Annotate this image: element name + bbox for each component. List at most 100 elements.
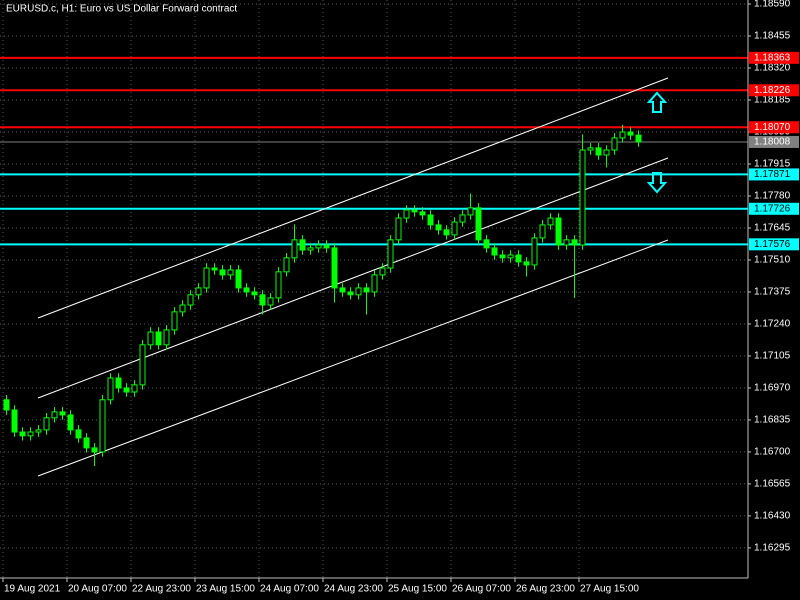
- down-arrow: [646, 172, 668, 194]
- candle-body: [523, 261, 530, 266]
- up-arrow: [646, 91, 668, 113]
- candle-body: [531, 237, 538, 266]
- candle-body: [155, 331, 162, 346]
- y-tick-label: 1.18320: [754, 63, 791, 74]
- level-label-bg: [749, 51, 799, 64]
- candle-body: [131, 384, 138, 393]
- candle-body: [35, 429, 42, 433]
- candle-body: [371, 274, 378, 293]
- candle-body: [539, 224, 546, 239]
- x-tick-label: 24 Aug 07:00: [260, 584, 319, 595]
- candle-body: [11, 409, 18, 433]
- candle-body: [195, 287, 202, 296]
- candle-body: [171, 311, 178, 331]
- candle-body: [355, 287, 362, 296]
- level-label: 1.18363: [754, 52, 791, 63]
- y-tick-label: 1.17510: [754, 255, 791, 266]
- candle-body: [243, 287, 250, 293]
- y-tick-label: 1.16430: [754, 511, 791, 522]
- candle-body: [59, 411, 66, 416]
- candle-body: [579, 149, 586, 246]
- y-tick-label: 1.17915: [754, 159, 791, 170]
- candle-body: [603, 149, 610, 156]
- candle-body: [595, 147, 602, 156]
- candle-body: [219, 269, 226, 276]
- y-tick-label: 1.16835: [754, 415, 791, 426]
- x-tick-label: 26 Aug 07:00: [452, 584, 511, 595]
- level-label: 1.17576: [754, 239, 791, 250]
- candle-body: [403, 209, 410, 219]
- current-price-label: 1.18008: [754, 137, 791, 148]
- y-tick-label: 1.16565: [754, 479, 791, 490]
- candle-body: [475, 207, 482, 241]
- level-label-bg: [749, 121, 799, 134]
- candle-body: [211, 267, 218, 271]
- x-tick-label: 25 Aug 15:00: [388, 584, 447, 595]
- candle-body: [459, 214, 466, 223]
- level-label-bg: [749, 84, 799, 97]
- candle-body: [451, 221, 458, 236]
- candle-body: [323, 244, 330, 249]
- candle-body: [571, 239, 578, 246]
- candle-body: [107, 377, 114, 401]
- candle-body: [123, 387, 130, 393]
- candle-body: [563, 239, 570, 246]
- candle-body: [203, 267, 210, 289]
- candle-body: [27, 431, 34, 437]
- channel-lower: [37, 239, 669, 477]
- candle-body: [251, 291, 258, 296]
- y-tick-label: 1.16700: [754, 447, 791, 458]
- candle-body: [99, 399, 106, 453]
- candle-body: [619, 131, 626, 139]
- level-label: 1.18070: [754, 122, 791, 133]
- candle-body: [387, 239, 394, 269]
- candle-body: [299, 239, 306, 251]
- candle-body: [283, 257, 290, 273]
- y-tick-label: 1.17780: [754, 191, 791, 202]
- y-tick-label: 1.17645: [754, 223, 791, 234]
- y-tick-label: 1.18455: [754, 31, 791, 42]
- candle-body: [555, 217, 562, 246]
- x-tick-label: 26 Aug 23:00: [516, 584, 575, 595]
- y-tick-label: 1.18185: [754, 95, 791, 106]
- candle-body: [307, 247, 314, 251]
- level-label-bg: [749, 202, 799, 215]
- level-label-bg: [749, 238, 799, 251]
- candle-body: [339, 287, 346, 293]
- level-label-bg: [749, 168, 799, 181]
- candle-body: [163, 329, 170, 346]
- candle-body: [347, 291, 354, 296]
- candle-body: [635, 134, 642, 143]
- level-label: 1.17871: [754, 169, 791, 180]
- candle-body: [51, 411, 58, 419]
- candle-body: [19, 431, 26, 437]
- candle-body: [435, 224, 442, 231]
- candles: [3, 124, 642, 467]
- candle-body: [115, 377, 122, 389]
- candle-body: [275, 271, 282, 299]
- candle-body: [419, 211, 426, 216]
- candle-body: [331, 247, 338, 289]
- y-tick-label: 1.17105: [754, 351, 791, 362]
- candle-body: [267, 297, 274, 306]
- candle-body: [483, 239, 490, 249]
- candle-body: [147, 331, 154, 346]
- candle-body: [227, 269, 234, 276]
- candle-body: [379, 267, 386, 276]
- candle-body: [91, 447, 98, 453]
- candle-body: [427, 214, 434, 226]
- channel-upper: [37, 77, 669, 319]
- candle-body: [139, 344, 146, 386]
- candle-body: [443, 229, 450, 236]
- x-tick-label: 20 Aug 07:00: [68, 584, 127, 595]
- level-label: 1.17726: [754, 203, 791, 214]
- candle-body: [587, 147, 594, 151]
- x-tick-label: 22 Aug 23:00: [132, 584, 191, 595]
- y-tick-label: 1.17240: [754, 319, 791, 330]
- candle-body: [499, 254, 506, 259]
- candle-body: [315, 244, 322, 249]
- candle-body: [395, 217, 402, 241]
- candle-body: [43, 417, 50, 431]
